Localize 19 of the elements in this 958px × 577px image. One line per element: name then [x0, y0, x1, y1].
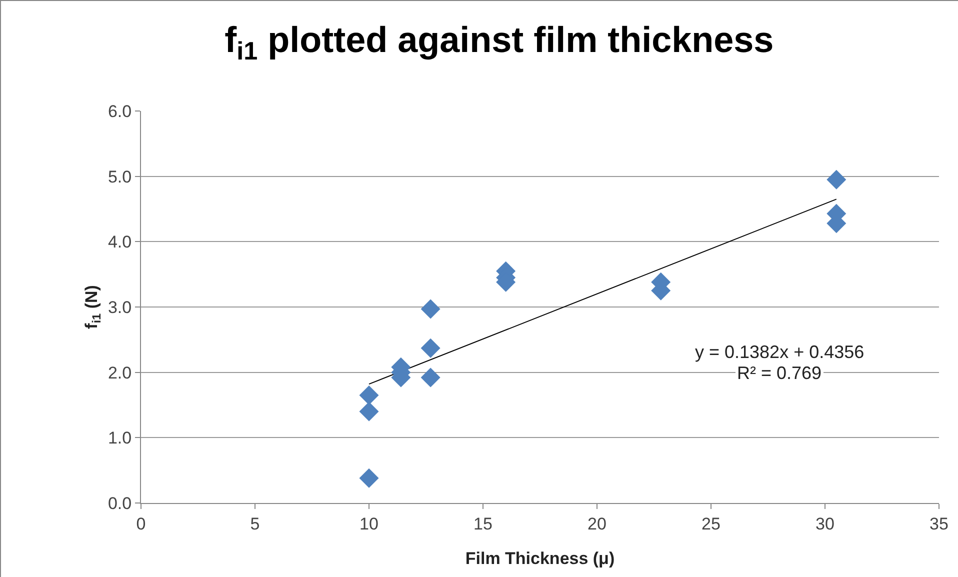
chart-title: f$_{i1}$ plotted against film thickness [224, 19, 774, 66]
x-tick-label: 30 [816, 514, 834, 534]
y-tick-label: 1.0 [108, 428, 132, 448]
x-tick-label: 25 [702, 514, 720, 534]
x-tick-label: 15 [474, 514, 492, 534]
annotation: y = 0.1382x + 0.4356 [695, 342, 864, 362]
x-tick-label: 5 [250, 514, 260, 534]
y-tick-label: 5.0 [108, 167, 132, 186]
y-tick-label: 0.0 [108, 494, 132, 513]
y-tick-label: 4.0 [108, 232, 132, 252]
y-tick-label: 3.0 [108, 298, 132, 317]
y-tick-label: 6.0 [108, 102, 132, 121]
y-tick-label: 2.0 [108, 363, 132, 382]
x-tick-label: 0 [136, 514, 146, 534]
x-axis-title: Film Thickness (μ) [465, 549, 615, 568]
x-tick-label: 10 [360, 514, 378, 534]
annotation: R² = 0.769 [737, 363, 822, 383]
x-tick-label: 35 [930, 514, 948, 534]
x-tick-label: 20 [588, 514, 606, 534]
